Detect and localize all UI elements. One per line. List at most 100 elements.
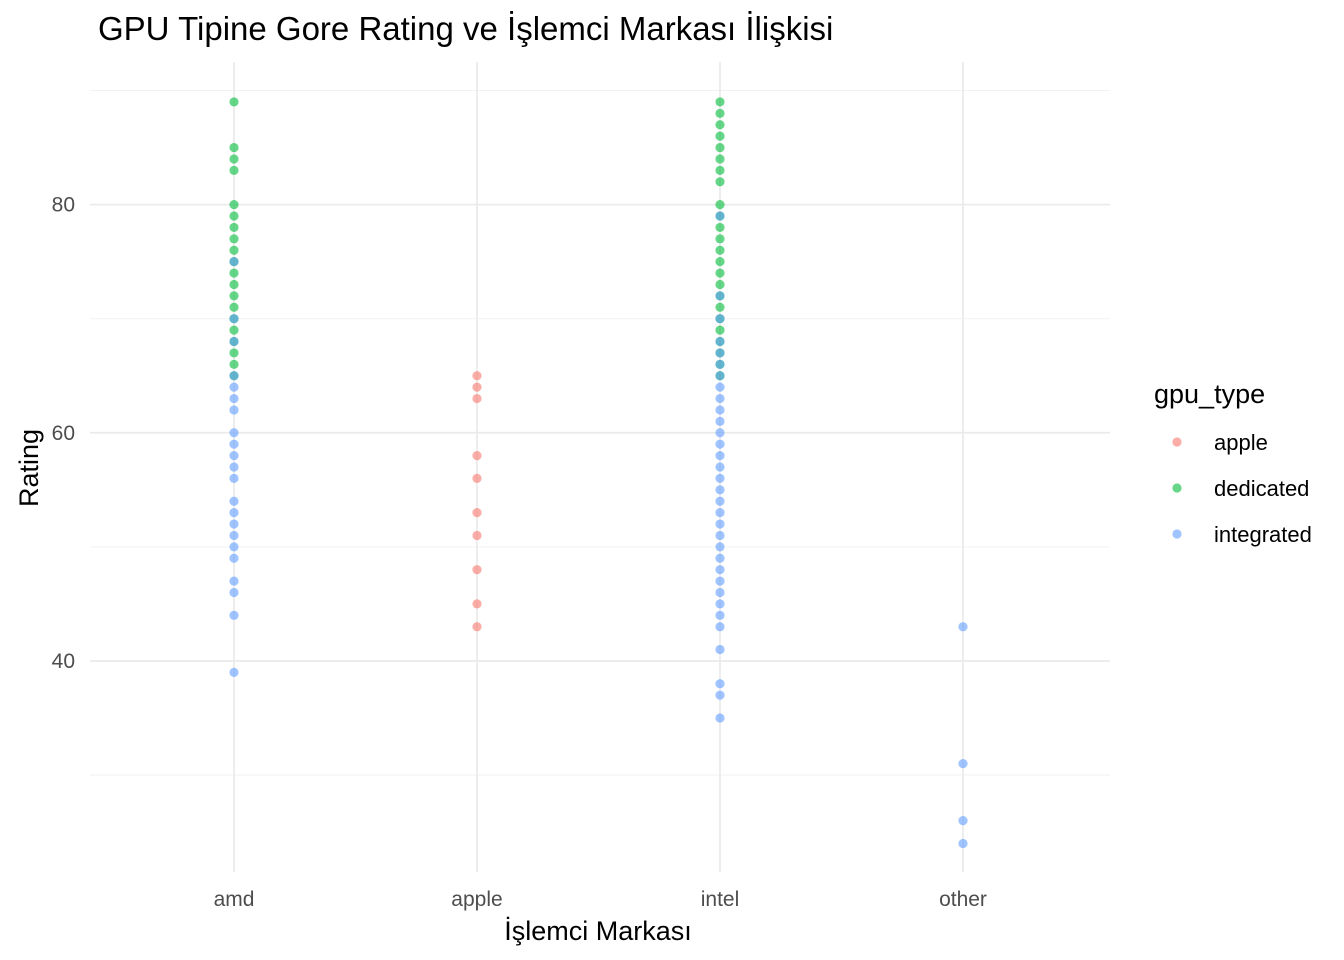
legend: gpu_type apple dedicated integrated (1154, 379, 1312, 547)
data-point-dedicated (229, 302, 239, 312)
data-point-integrated (715, 496, 725, 506)
data-point-integrated (715, 371, 725, 381)
data-point-dedicated (229, 279, 239, 290)
data-point-dedicated (715, 120, 725, 130)
data-point-integrated (715, 576, 725, 586)
data-point-integrated (715, 519, 725, 529)
data-point-integrated (229, 393, 239, 404)
data-point-integrated (715, 530, 725, 541)
legend-key-apple (1172, 437, 1182, 447)
data-point-integrated (715, 508, 725, 518)
data-point-integrated (229, 336, 239, 347)
data-point-dedicated (715, 154, 725, 164)
data-point-dedicated (715, 302, 725, 312)
y-axis-ticks: 40 60 80 (52, 194, 75, 673)
data-point-integrated (229, 382, 239, 392)
data-point-apple (472, 622, 482, 632)
data-point-apple (472, 599, 482, 609)
data-point-dedicated (715, 325, 725, 335)
legend-key-integrated (1172, 529, 1182, 539)
data-point-dedicated (229, 165, 239, 175)
data-point-integrated (958, 759, 968, 769)
data-point-dedicated (229, 348, 239, 358)
data-point-dedicated (229, 222, 239, 233)
data-point-dedicated (229, 97, 239, 107)
data-point-integrated (715, 382, 725, 392)
data-point-integrated (229, 576, 239, 586)
data-point-integrated (715, 553, 725, 563)
data-point-integrated (715, 690, 725, 700)
x-axis-title: İşlemci Markası (504, 915, 692, 946)
data-point-integrated (229, 508, 239, 518)
data-point-integrated (715, 610, 725, 620)
legend-label-dedicated: dedicated (1214, 476, 1309, 501)
data-point-dedicated (229, 268, 239, 278)
y-tick-label: 80 (52, 194, 75, 217)
data-point-dedicated (229, 211, 239, 221)
data-point-integrated (715, 291, 725, 301)
data-point-dedicated (715, 142, 725, 153)
data-point-integrated (229, 428, 239, 438)
data-point-dedicated (715, 268, 725, 278)
data-point-apple (472, 450, 482, 461)
data-point-integrated (229, 371, 239, 381)
data-point-integrated (229, 542, 239, 552)
data-point-integrated (229, 587, 239, 598)
grid-major (90, 62, 1110, 872)
data-point-integrated (715, 428, 725, 438)
data-point-integrated (229, 519, 239, 529)
data-point-integrated (715, 348, 725, 358)
data-point-integrated (715, 587, 725, 598)
data-point-integrated (715, 416, 725, 426)
data-point-integrated (229, 530, 239, 541)
data-point-integrated (715, 565, 725, 575)
data-point-dedicated (229, 142, 239, 153)
data-point-integrated (715, 336, 725, 347)
chart-title: GPU Tipine Gore Rating ve İşlemci Markas… (98, 10, 833, 47)
data-point-integrated (229, 439, 239, 449)
y-axis-title: Rating (14, 429, 44, 507)
data-point-integrated (715, 679, 725, 689)
y-tick-label: 40 (52, 650, 75, 673)
x-tick-label: other (939, 888, 987, 911)
data-point-integrated (229, 610, 239, 620)
data-point-integrated (229, 462, 239, 472)
data-point-dedicated (715, 165, 725, 175)
data-point-integrated (229, 667, 239, 677)
data-point-integrated (229, 257, 239, 267)
data-point-apple (472, 382, 482, 392)
grid-minor (90, 90, 1110, 776)
x-tick-label: amd (214, 888, 255, 911)
data-points (229, 97, 968, 849)
data-point-apple (472, 371, 482, 381)
data-point-integrated (229, 553, 239, 563)
data-point-dedicated (715, 257, 725, 267)
data-point-integrated (229, 473, 239, 484)
data-point-integrated (715, 439, 725, 449)
legend-items: apple dedicated integrated (1172, 430, 1312, 547)
data-point-dedicated (715, 279, 725, 290)
data-point-integrated (229, 405, 239, 415)
data-point-apple (472, 393, 482, 404)
data-point-integrated (715, 450, 725, 461)
data-point-dedicated (229, 234, 239, 244)
data-point-integrated (229, 450, 239, 461)
data-point-dedicated (715, 108, 725, 118)
data-point-dedicated (229, 245, 239, 255)
data-point-apple (472, 508, 482, 518)
data-point-dedicated (229, 325, 239, 335)
x-axis-ticks: amd apple intel other (214, 888, 987, 911)
data-point-dedicated (715, 177, 725, 187)
legend-label-apple: apple (1214, 430, 1268, 455)
data-point-integrated (715, 644, 725, 655)
data-point-dedicated (715, 234, 725, 244)
data-point-integrated (715, 462, 725, 472)
data-point-integrated (229, 496, 239, 506)
data-point-integrated (715, 485, 725, 495)
data-point-dedicated (715, 200, 725, 210)
x-tick-label: apple (451, 888, 502, 911)
data-point-dedicated (229, 200, 239, 210)
data-point-dedicated (229, 359, 239, 369)
data-point-dedicated (715, 222, 725, 233)
